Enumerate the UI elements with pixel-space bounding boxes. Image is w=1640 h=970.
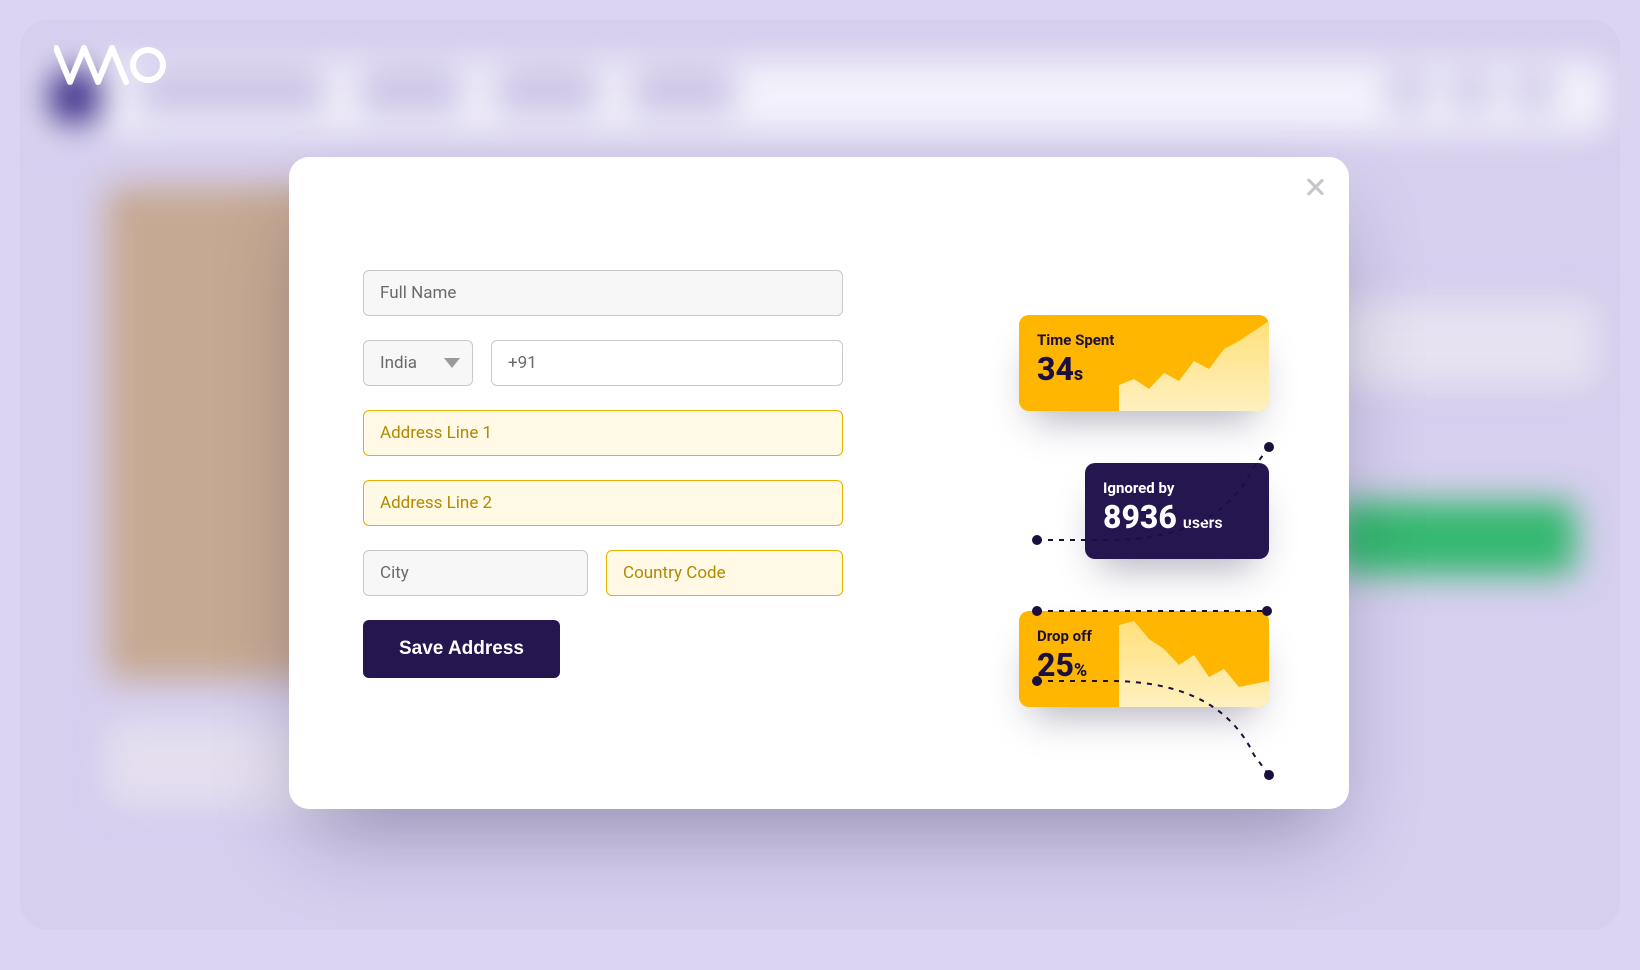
time-spent-value: 34s bbox=[1037, 353, 1251, 385]
drop-off-card: Drop off 25% bbox=[1019, 611, 1269, 707]
ignored-by-card: Ignored by 8936users bbox=[1085, 463, 1269, 559]
close-icon[interactable] bbox=[1303, 175, 1327, 199]
drop-off-value: 25% bbox=[1037, 649, 1251, 681]
country-code-field[interactable]: Country Code bbox=[606, 550, 843, 596]
stage: Full Name India +91 Address Line 1 Addre… bbox=[20, 20, 1620, 930]
vwo-logo bbox=[54, 44, 166, 86]
address-form: Full Name India +91 Address Line 1 Addre… bbox=[363, 270, 843, 678]
ignored-by-label: Ignored by bbox=[1103, 479, 1251, 497]
drop-off-label: Drop off bbox=[1037, 627, 1251, 645]
ignored-by-value: 8936users bbox=[1103, 501, 1251, 533]
chevron-down-icon bbox=[444, 358, 460, 368]
country-select-value: India bbox=[380, 353, 417, 373]
address-modal: Full Name India +91 Address Line 1 Addre… bbox=[289, 157, 1349, 809]
time-spent-card: Time Spent 34s bbox=[1019, 315, 1269, 411]
address-line-2-field[interactable]: Address Line 2 bbox=[363, 480, 843, 526]
full-name-field[interactable]: Full Name bbox=[363, 270, 843, 316]
country-select[interactable]: India bbox=[363, 340, 473, 386]
phone-prefix-field[interactable]: +91 bbox=[491, 340, 843, 386]
city-field[interactable]: City bbox=[363, 550, 588, 596]
address-line-1-field[interactable]: Address Line 1 bbox=[363, 410, 843, 456]
time-spent-label: Time Spent bbox=[1037, 331, 1251, 349]
save-address-button[interactable]: Save Address bbox=[363, 620, 560, 678]
